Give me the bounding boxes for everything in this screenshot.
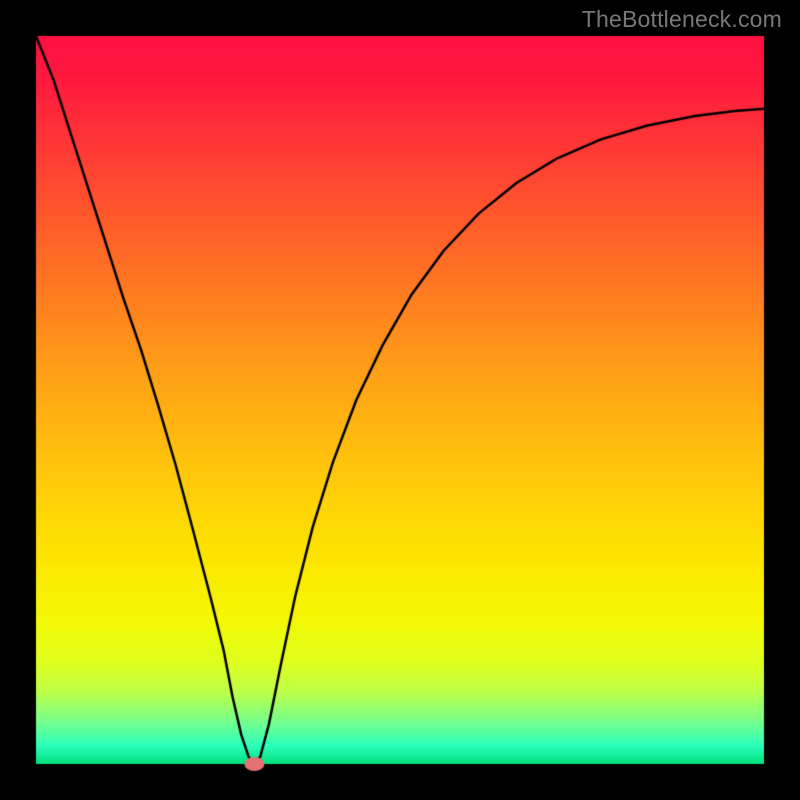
chart-container: TheBottleneck.com	[0, 0, 800, 800]
source-link[interactable]: TheBottleneck.com	[582, 6, 782, 33]
bottleneck-chart	[0, 0, 800, 800]
